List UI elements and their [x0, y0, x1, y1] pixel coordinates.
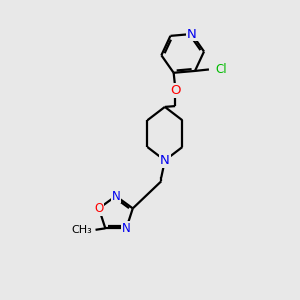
Text: CH₃: CH₃ [71, 225, 92, 235]
Text: Cl: Cl [216, 63, 227, 76]
Text: N: N [111, 190, 120, 202]
Text: N: N [160, 154, 170, 167]
Text: N: N [122, 222, 131, 235]
Text: N: N [187, 28, 196, 40]
Text: O: O [170, 84, 180, 97]
Text: O: O [94, 202, 104, 215]
